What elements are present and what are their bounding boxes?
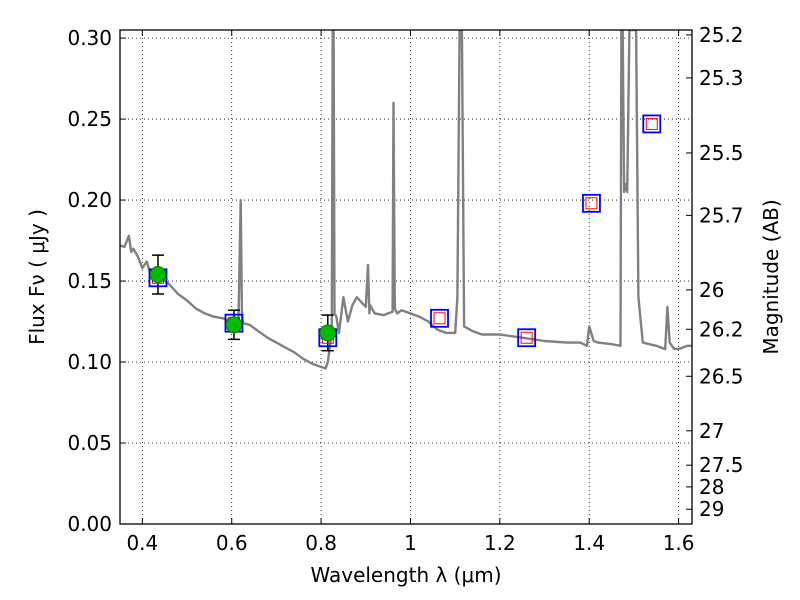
plot-frame: [119, 29, 693, 525]
y-tick-label: 0.25: [67, 107, 112, 131]
x-tick-label: 1.6: [663, 531, 695, 555]
mag-tick-label: 29: [699, 497, 724, 521]
y-tick-label: 0.20: [67, 188, 112, 212]
y-tick-label: 0.30: [67, 26, 112, 50]
x-axis-label: Wavelength λ (μm): [310, 563, 501, 587]
x-tick-label: 1: [404, 531, 417, 555]
data-points: [148, 114, 662, 352]
observed-point: [319, 324, 337, 342]
y-tick-label: 0.15: [67, 269, 112, 293]
mag-tick-label: 26.2: [699, 317, 744, 341]
y-tick-label: 0.00: [67, 512, 112, 536]
model-photometry-box: [430, 308, 449, 328]
model-photometry-box: [582, 193, 601, 213]
grid-lines: [120, 30, 692, 525]
x-tick-label: 1.4: [573, 531, 605, 555]
observed-point: [149, 266, 167, 283]
mag-tick-label: 25.5: [699, 141, 744, 165]
spectrum-line: [120, 30, 692, 370]
y-tick-label: 0.05: [67, 431, 112, 455]
mag-tick-label: 25.3: [699, 66, 744, 90]
model-spectrum: [120, 30, 692, 370]
mag-tick-label: 28: [699, 475, 724, 499]
y-axis-right-label: Magnitude (AB): [759, 199, 783, 354]
y-axis-label: Flux Fν ( μJy ): [25, 209, 49, 345]
x-tick-label: 1.2: [484, 531, 516, 555]
mag-tick-label: 27.5: [699, 453, 744, 477]
mag-tick-label: 25.7: [699, 203, 744, 227]
mag-tick-label: 26: [699, 278, 724, 302]
y-tick-label: 0.10: [67, 350, 112, 374]
model-photometry-inner: [645, 117, 658, 130]
mag-tick-label: 27: [699, 419, 724, 443]
observed-point: [225, 316, 243, 334]
x-tick-label: 0.8: [305, 531, 337, 555]
mag-tick-label: 26.5: [699, 364, 744, 388]
axis-ticks: 0.4 0.6 0.8 1 1.2 1.4 1.6 0.00 0.05 0.10 0.15 0.20 0…: [67, 23, 743, 555]
x-tick-label: 0.4: [126, 531, 158, 555]
model-photometry-box: [642, 114, 662, 134]
model-photometry-inner: [520, 331, 533, 344]
model-photometry-box: [517, 328, 537, 348]
model-photometry-inner: [585, 197, 598, 210]
mag-tick-label: 25.2: [699, 23, 744, 47]
x-tick-label: 0.6: [216, 531, 248, 555]
model-photometry-inner: [433, 312, 446, 325]
